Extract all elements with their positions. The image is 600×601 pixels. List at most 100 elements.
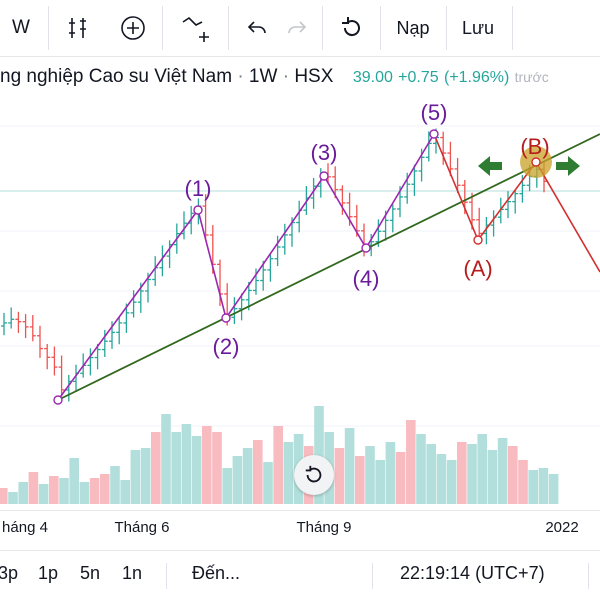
volume-bar: [365, 446, 375, 504]
toolbar-divider: [48, 6, 49, 50]
load-layout-button[interactable]: Nạp: [388, 6, 438, 50]
wave-point: [221, 313, 231, 323]
toolbar-divider: [162, 6, 163, 50]
volume-bar: [375, 460, 385, 504]
volume-bar: [426, 444, 436, 504]
volume-bar: [18, 482, 28, 504]
volume-bar: [385, 442, 396, 504]
add-compare-icon[interactable]: [114, 6, 152, 50]
reset-chart-button[interactable]: [294, 455, 334, 495]
volume-bar: [518, 460, 528, 504]
volume-bar: [151, 432, 161, 504]
volume-bar: [120, 480, 130, 504]
bottom-divider: [166, 563, 167, 589]
wave-point: [473, 235, 483, 245]
volume-bar: [49, 476, 59, 504]
toolbar-divider: [512, 6, 513, 50]
range-button[interactable]: 1n: [122, 563, 143, 583]
volume-bar: [477, 434, 487, 504]
trendline[interactable]: [57, 133, 600, 401]
wave-label-3: (3): [311, 140, 338, 165]
volume-bar: [395, 452, 406, 504]
reload-icon[interactable]: [334, 6, 370, 50]
wave-label-1: (1): [185, 176, 212, 201]
legend-faded-text: trước: [514, 69, 549, 85]
volume-bar: [212, 432, 222, 504]
save-layout-button[interactable]: Lưu: [452, 6, 504, 50]
range-button[interactable]: 3p: [0, 563, 19, 583]
volume-bar: [355, 456, 365, 504]
volume-bar: [253, 440, 263, 504]
alert-icon[interactable]: [176, 6, 220, 50]
volume-bar: [436, 454, 447, 504]
legend-change: +0.75: [398, 69, 439, 86]
time-axis-tick: Tháng 9: [296, 519, 352, 536]
interval-label: W: [12, 17, 30, 38]
symbol-title[interactable]: ng nghiệp Cao su Việt Nam: [0, 66, 233, 87]
volume-bar: [334, 448, 345, 504]
wave-label-5: (5): [421, 100, 448, 125]
volume-bar: [283, 442, 294, 504]
time-axis[interactable]: háng 4 Tháng 6 Tháng 9 2022: [0, 510, 600, 545]
price-chart[interactable]: (1) (2) (3) (4) (5) (A) (B): [0, 96, 600, 510]
volume-bar: [538, 468, 549, 504]
top-toolbar: W Nạp Lưu: [0, 0, 600, 57]
time-axis-tick: háng 4: [2, 519, 48, 536]
legend-change-pct: (+1.96%): [443, 69, 510, 86]
toolbar-divider: [322, 6, 323, 50]
volume-bar: [528, 470, 538, 504]
volume-bar: [191, 436, 202, 504]
wave-point: [53, 395, 63, 405]
volume-bar: [140, 448, 151, 504]
volume-bar: [497, 438, 508, 504]
wave-point: [319, 171, 329, 181]
wave-point: [361, 243, 371, 253]
volume-bar: [130, 450, 141, 504]
volume-bar: [487, 450, 498, 504]
volume-bar: [263, 462, 273, 504]
corrective-wave-line[interactable]: [433, 133, 600, 273]
wave-point: [531, 157, 541, 167]
volume-bar: [59, 478, 69, 504]
volume-bar: [110, 466, 120, 504]
bottom-toolbar: 3p 1p 5n 1n Đến... 22:19:14 (UTC+7): [0, 550, 600, 601]
volume-bar: [38, 484, 49, 504]
interval-button[interactable]: W: [6, 6, 36, 50]
range-button[interactable]: 1p: [38, 563, 59, 583]
wave-label-2: (2): [213, 334, 240, 359]
volume-bar: [79, 482, 90, 504]
wave-label-4: (4): [353, 266, 380, 291]
bottom-divider: [588, 563, 589, 589]
volume-bar: [446, 460, 457, 504]
range-button[interactable]: 5n: [80, 563, 101, 583]
volume-bar: [222, 468, 232, 504]
volume-bar: [416, 434, 426, 504]
volume-bar: [0, 488, 8, 504]
volume-bar: [548, 474, 559, 504]
legend-interval[interactable]: 1W: [248, 66, 278, 87]
indicators-icon[interactable]: [62, 6, 96, 50]
goto-date-button[interactable]: Đến...: [192, 563, 241, 583]
wave-label-a: (A): [463, 256, 492, 281]
time-axis-tick: 2022: [545, 519, 579, 536]
volume-bars: [0, 406, 559, 504]
toolbar-divider: [446, 6, 447, 50]
reset-icon: [305, 465, 322, 483]
chart-gridlines: [0, 125, 600, 427]
impulse-wave-line[interactable]: [57, 133, 435, 401]
symbol-legend: ng nghiệp Cao su Việt Nam · 1W · HSX 39.…: [0, 66, 549, 87]
volume-bar: [467, 444, 477, 504]
timezone-clock[interactable]: 22:19:14 (UTC+7): [400, 563, 545, 583]
volume-bar: [232, 456, 243, 504]
volume-bar: [242, 448, 253, 504]
save-layout-label: Lưu: [461, 17, 495, 38]
load-layout-label: Nạp: [396, 17, 430, 38]
redo-icon[interactable]: [280, 6, 314, 50]
undo-icon[interactable]: [240, 6, 274, 50]
legend-exchange: HSX: [294, 66, 334, 87]
volume-bar: [202, 426, 212, 504]
volume-bar: [171, 432, 181, 504]
volume-bar: [508, 446, 518, 504]
volume-bar: [181, 424, 192, 504]
volume-bar: [28, 472, 39, 504]
